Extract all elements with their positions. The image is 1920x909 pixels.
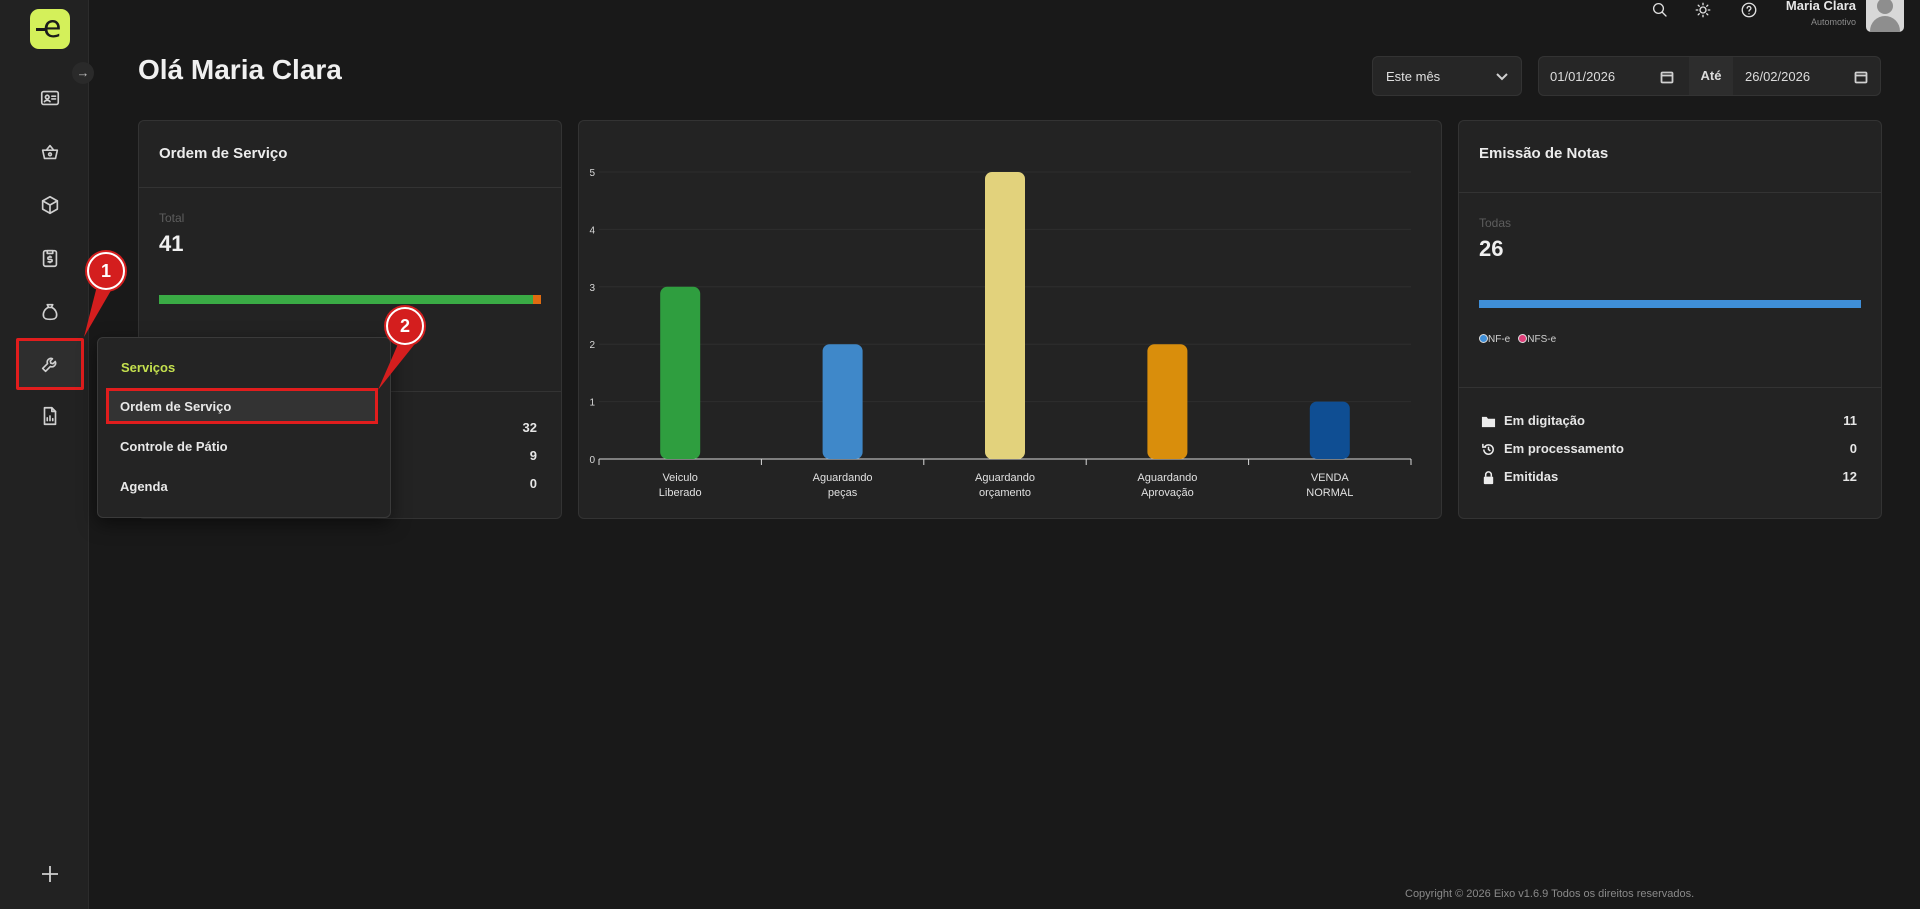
sidebar: e (0, 0, 89, 909)
y-tick-label: 5 (589, 168, 595, 179)
history-icon (1482, 443, 1494, 455)
wrench-icon (41, 357, 57, 373)
x-tick-label: peças (828, 487, 858, 499)
add-icon[interactable] (36, 860, 64, 888)
service-orders-title: Ordem de Serviço (159, 145, 288, 162)
sidebar-item-finance[interactable] (22, 236, 78, 280)
invoices-progress-bar (1479, 300, 1861, 308)
invoices-legend: NF-e NFS-e (1479, 334, 1556, 345)
x-tick-label: Aprovação (1141, 487, 1194, 499)
services-menu: Serviços Ordem de Serviço Controle de Pá… (97, 337, 391, 518)
all-label: Todas (1479, 216, 1512, 230)
footer-copyright: Copyright © 2026 Eixo v1.6.9 Todos os di… (1405, 888, 1695, 900)
sidebar-item-sales[interactable] (22, 130, 78, 174)
y-tick-label: 3 (589, 283, 595, 294)
x-tick-label: VENDA (1311, 472, 1350, 484)
menu-item-schedule[interactable]: Agenda (120, 479, 168, 494)
folder-icon (1481, 416, 1496, 428)
date-from-input[interactable]: 01/01/2026 (1550, 69, 1616, 84)
box-icon (41, 195, 59, 215)
chevron-down-icon (1496, 73, 1508, 81)
invoices-row-issued: Emitidas 12 (1479, 469, 1857, 487)
status-chart-card: 0 1 2 3 4 5 Veiculo Liberado Aguardando peças Agua… (578, 120, 1442, 519)
y-tick-label: 0 (589, 455, 595, 466)
bar (1147, 344, 1188, 459)
until-label: Até (1689, 57, 1733, 95)
y-tick-label: 2 (589, 340, 595, 351)
y-tick-label: 4 (589, 225, 595, 236)
x-tick-label: Liberado (659, 487, 702, 499)
progress-fill (159, 295, 534, 304)
theme-toggle-icon[interactable] (1694, 1, 1718, 21)
logo-letter: e (43, 10, 62, 45)
legend-item-nfe[interactable]: NF-e (1479, 334, 1510, 345)
period-select[interactable]: Este mês (1372, 56, 1522, 96)
avatar[interactable] (1866, 0, 1904, 32)
app-logo[interactable]: e (30, 9, 70, 49)
invoices-row-typing: Em digitação 11 (1479, 413, 1857, 431)
invoices-total: 26 (1479, 236, 1504, 261)
sidebar-item-bags[interactable] (22, 290, 78, 334)
search-icon[interactable] (1651, 1, 1675, 21)
total-label: Total (159, 211, 185, 225)
service-orders-row: 9 (529, 448, 537, 463)
x-tick-label: NORMAL (1306, 487, 1353, 499)
x-tick-label: orçamento (979, 487, 1031, 499)
id-card-icon (40, 90, 60, 106)
money-bag-icon (42, 303, 58, 321)
sidebar-item-services[interactable] (16, 338, 84, 390)
x-tick-label: Aguardando (813, 472, 873, 484)
date-range: 01/01/2026 Até 26/02/2026 (1538, 56, 1881, 96)
services-menu-header: Serviços (121, 360, 176, 375)
user-name[interactable]: Maria Clara (1785, 0, 1856, 13)
invoices-title: Emissão de Notas (1479, 145, 1609, 162)
step-badge-1: 1 (87, 252, 125, 290)
status-progress-bar (159, 295, 541, 304)
bar (822, 344, 863, 459)
clipboard-dollar-icon (42, 249, 58, 268)
sidebar-expand-button[interactable]: → (72, 62, 94, 84)
x-tick-label: Aguardando (975, 472, 1035, 484)
lock-icon (1483, 471, 1494, 485)
total-value: 41 (159, 231, 184, 256)
date-to-input[interactable]: 26/02/2026 (1745, 69, 1811, 84)
sidebar-item-products[interactable] (22, 183, 78, 227)
status-bar-chart: 0 1 2 3 4 5 Veiculo Liberado Aguardando peças Agua… (589, 168, 1412, 499)
sidebar-item-contacts[interactable] (22, 76, 78, 120)
menu-item-yard-control[interactable]: Controle de Pátio (120, 439, 228, 454)
sidebar-item-reports[interactable] (22, 394, 78, 438)
user-role: Automotivo (1810, 17, 1856, 27)
calendar-icon[interactable] (1660, 70, 1674, 84)
bar (985, 172, 1025, 459)
invoices-card: Emissão de Notas Todas 26 NF-e NFS-e Em … (1458, 120, 1882, 519)
help-icon[interactable] (1740, 1, 1764, 21)
menu-item-service-order[interactable]: Ordem de Serviço (106, 388, 378, 424)
invoices-row-processing: Em processamento 0 (1479, 441, 1857, 459)
service-orders-row: 32 (522, 420, 537, 435)
bar (660, 286, 701, 459)
bar (1309, 401, 1350, 459)
report-icon (43, 406, 57, 426)
legend-item-nfse[interactable]: NFS-e (1518, 334, 1556, 345)
step-badge-2: 2 (386, 307, 424, 345)
page-title: Olá Maria Clara (138, 54, 342, 85)
service-orders-row: 0 (529, 476, 537, 491)
basket-icon (41, 144, 59, 160)
period-select-value: Este mês (1386, 69, 1441, 84)
x-tick-label: Veiculo (662, 472, 697, 484)
x-tick-label: Aguardando (1137, 472, 1197, 484)
y-tick-label: 1 (589, 398, 595, 409)
calendar-icon[interactable] (1854, 70, 1868, 84)
